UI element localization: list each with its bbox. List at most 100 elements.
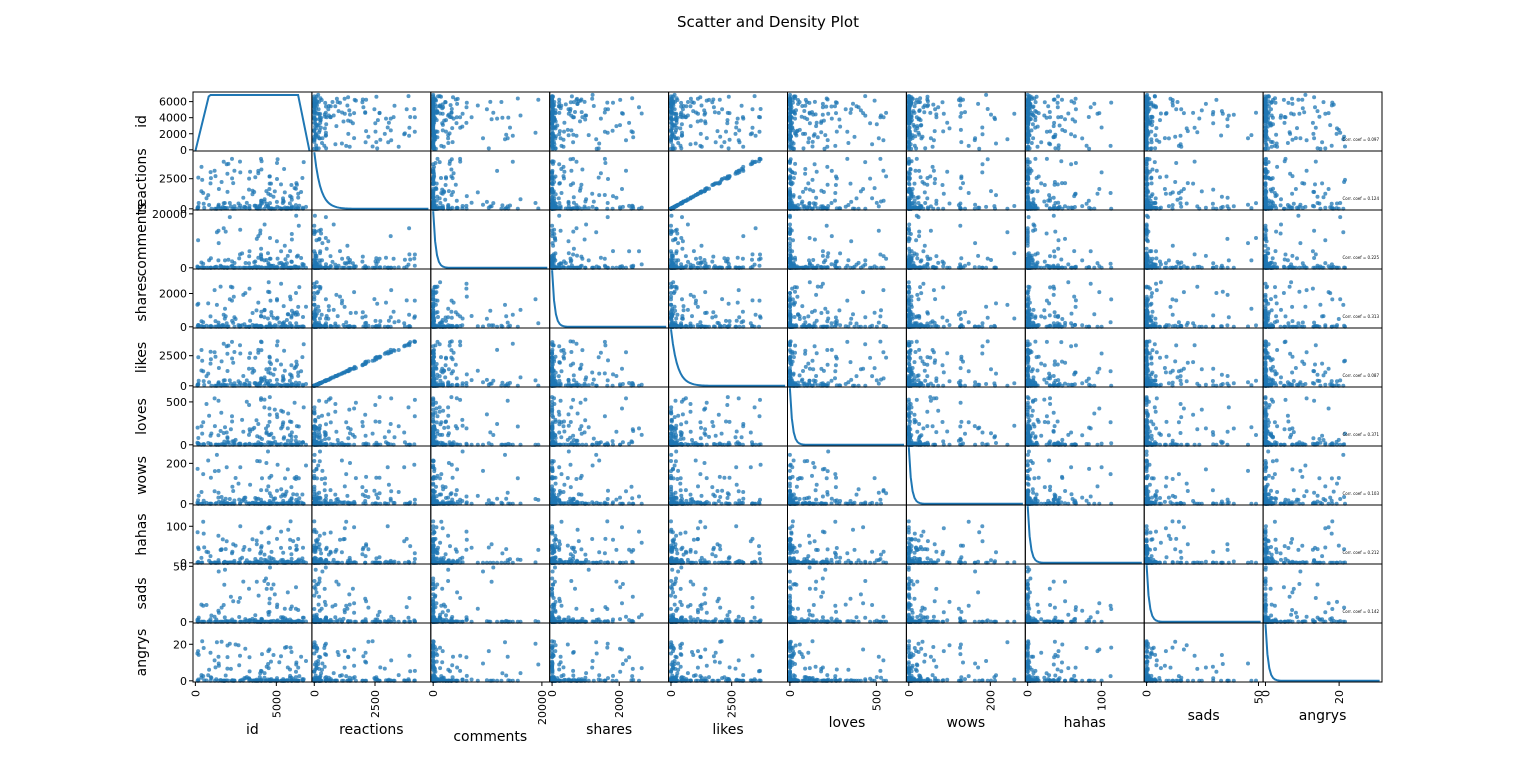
- panel-comments-vs-loves: [787, 209, 907, 270]
- point-reactions-loves-152: [790, 201, 795, 205]
- point-id-loves-63: [849, 107, 854, 112]
- point-reactions-comments-146: [440, 191, 445, 196]
- point-reactions-angrys-138: [1298, 202, 1303, 207]
- point-id-loves-162: [822, 146, 827, 151]
- point-id-loves-126: [802, 109, 807, 113]
- point-comments-loves-105: [856, 260, 861, 265]
- point-id-sads-42: [1166, 136, 1171, 141]
- point-reactions-id-15: [272, 189, 277, 194]
- point-id-reactions-130: [313, 133, 318, 138]
- panel-frame: [1143, 150, 1264, 211]
- point-comments-shares-38: [598, 255, 603, 260]
- point-id-comments-165: [440, 102, 445, 107]
- point-id-reactions-21: [333, 104, 338, 109]
- point-reactions-angrys-124: [1263, 190, 1268, 195]
- point-id-likes-101: [750, 125, 755, 130]
- point-shares-reactions-135: [326, 308, 331, 313]
- point-reactions-id-110: [250, 188, 255, 193]
- point-id-sads-164: [1148, 146, 1153, 151]
- point-comments-id-30: [268, 236, 272, 240]
- point-comments-loves-29: [878, 252, 883, 257]
- point-id-reactions-18: [336, 109, 341, 114]
- point-reactions-id-22: [275, 161, 279, 165]
- point-id-shares-118: [594, 137, 599, 142]
- point-reactions-angrys-99: [1285, 203, 1290, 207]
- point-id-shares-51: [569, 128, 574, 133]
- point-comments-likes-106: [698, 256, 703, 260]
- point-id-angrys-84: [1279, 113, 1283, 118]
- point-id-wows-108: [958, 103, 963, 108]
- point-id-shares-1: [557, 129, 562, 134]
- point-id-loves-136: [820, 112, 825, 117]
- point-comments-likes-163: [673, 228, 678, 233]
- point-reactions-sads-18: [1219, 194, 1224, 199]
- point-reactions-angrys-163: [1312, 204, 1317, 209]
- point-shares-reactions-8: [318, 316, 322, 321]
- point-reactions-id-31: [199, 164, 204, 169]
- point-id-loves-143: [810, 139, 815, 144]
- point-shares-id-80: [277, 320, 282, 325]
- point-reactions-id-10: [219, 180, 224, 184]
- panel-id-vs-shares: [549, 91, 670, 152]
- point-reactions-loves-153: [861, 187, 866, 191]
- point-comments-id-85: [301, 262, 306, 267]
- point-reactions-loves-162: [822, 205, 827, 210]
- point-id-loves-159: [801, 146, 806, 151]
- point-id-reactions-148: [312, 120, 317, 125]
- point-id-angrys-71: [1293, 136, 1298, 141]
- point-id-loves-145: [803, 131, 808, 136]
- panel-id-vs-wows: [905, 91, 1026, 152]
- point-id-sads-162: [1144, 146, 1149, 151]
- point-shares-id-116: [236, 323, 241, 328]
- point-id-loves-47: [803, 103, 808, 108]
- point-comments-shares-163: [558, 228, 563, 233]
- point-reactions-id-53: [227, 201, 232, 205]
- point-id-sads-67: [1197, 116, 1202, 121]
- point-id-shares-153: [620, 111, 624, 116]
- point-reactions-comments-69: [469, 200, 474, 205]
- point-id-reactions-1: [364, 129, 369, 134]
- point-reactions-id-60: [292, 186, 297, 191]
- point-reactions-sads-124: [1170, 190, 1175, 195]
- point-comments-shares-69: [571, 246, 576, 251]
- point-id-reactions-160: [386, 120, 391, 125]
- point-id-shares-104: [574, 133, 579, 138]
- point-id-shares-128: [557, 97, 562, 102]
- point-comments-wows-139: [926, 257, 931, 262]
- point-comments-likes-102: [741, 234, 746, 239]
- point-id-comments-168: [431, 97, 436, 102]
- point-comments-id-93: [288, 249, 293, 254]
- point-id-comments-138: [481, 136, 485, 141]
- density-curve-reactions: [313, 152, 429, 210]
- point-id-loves-130: [823, 133, 828, 138]
- point-comments-sads-169: [1146, 264, 1151, 269]
- point-id-hahas-103: [1051, 134, 1056, 139]
- corr-annotation-comments: Corr. coef = 0.225: [1343, 255, 1380, 260]
- point-comments-id-120: [243, 261, 248, 265]
- point-reactions-comments-77: [439, 176, 443, 180]
- point-reactions-sads-136: [1231, 204, 1236, 209]
- point-comments-shares-144: [637, 249, 641, 254]
- point-id-hahas-41: [1092, 101, 1097, 106]
- point-id-likes-124: [699, 103, 704, 108]
- point-id-likes-150: [725, 121, 730, 126]
- point-shares-reactions-84: [331, 307, 336, 312]
- point-reactions-loves-43: [870, 196, 875, 201]
- point-id-loves-160: [814, 120, 819, 125]
- point-reactions-comments-153: [434, 187, 439, 191]
- point-id-shares-113: [606, 107, 610, 112]
- point-id-comments-133: [488, 99, 493, 104]
- point-reactions-hahas-119: [1025, 157, 1030, 162]
- point-comments-sads-87: [1211, 261, 1216, 266]
- point-comments-id-163: [216, 228, 221, 233]
- point-comments-reactions-127: [360, 254, 365, 259]
- point-shares-id-118: [214, 302, 219, 307]
- point-comments-id-144: [279, 249, 284, 254]
- point-id-wows-113: [933, 107, 938, 112]
- point-reactions-comments-168: [431, 181, 436, 186]
- point-id-likes-158: [669, 127, 674, 132]
- point-reactions-wows-60: [958, 186, 963, 191]
- point-reactions-loves-99: [846, 203, 851, 207]
- point-comments-reactions-104: [407, 226, 412, 231]
- point-reactions-id-79: [296, 195, 301, 200]
